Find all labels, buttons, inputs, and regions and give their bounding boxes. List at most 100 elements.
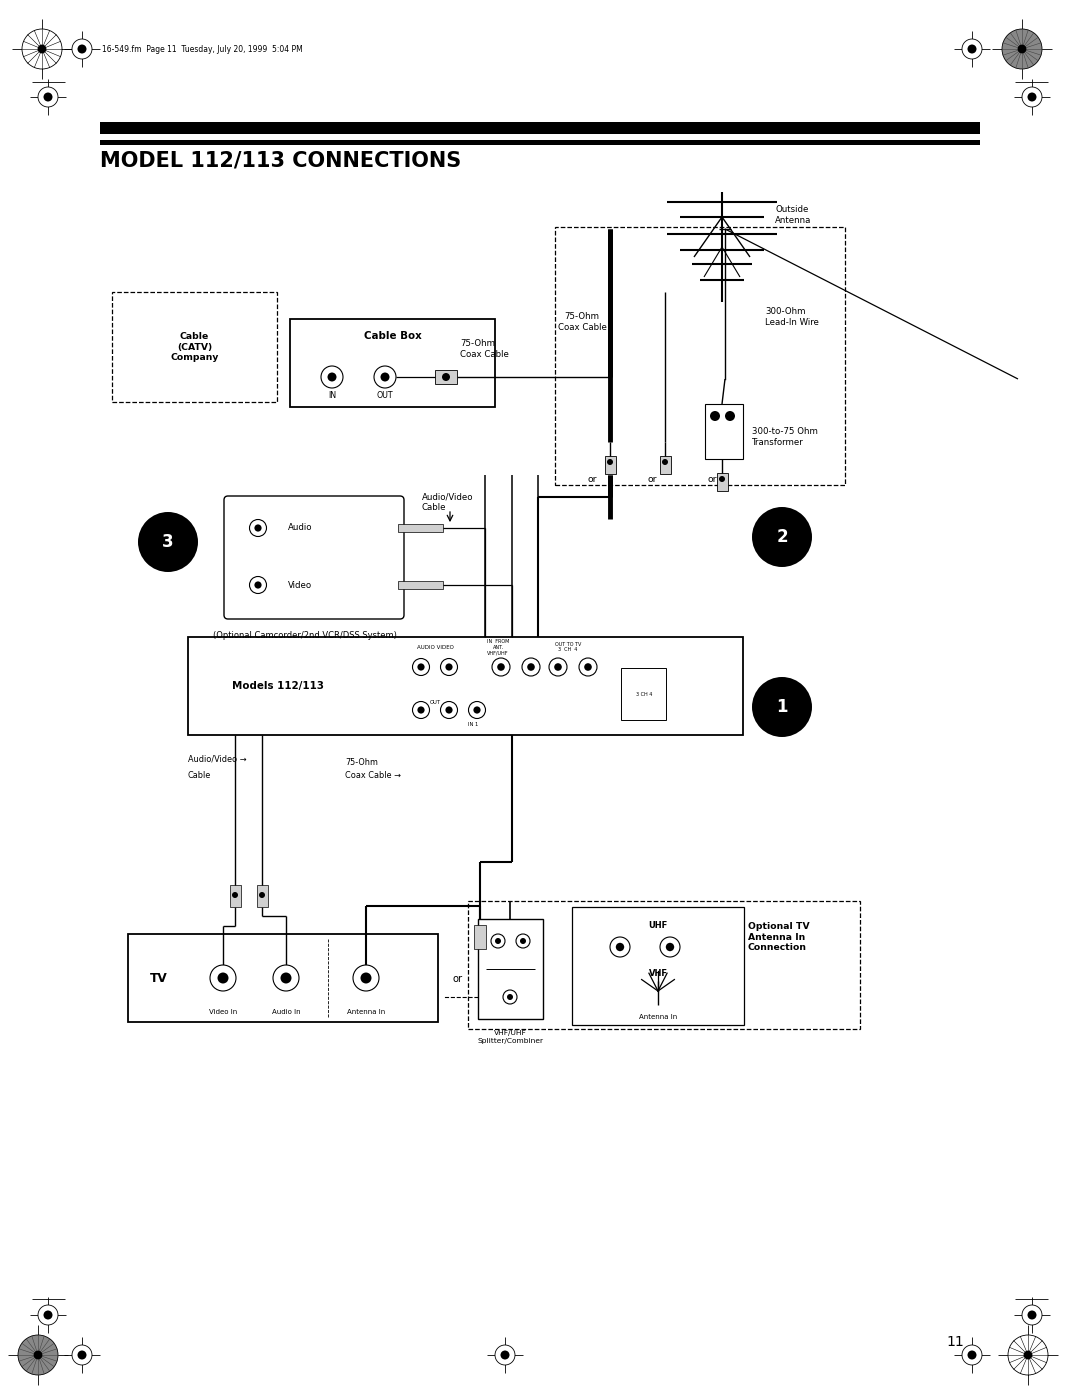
Circle shape xyxy=(210,965,237,990)
Text: Video: Video xyxy=(288,581,312,590)
Bar xyxy=(399,524,443,532)
Circle shape xyxy=(584,664,592,671)
Circle shape xyxy=(503,990,517,1004)
Circle shape xyxy=(78,45,86,53)
Circle shape xyxy=(725,411,735,420)
Bar xyxy=(605,457,616,474)
Circle shape xyxy=(962,39,982,59)
Circle shape xyxy=(43,1310,53,1320)
Text: Antenna In: Antenna In xyxy=(347,1009,386,1016)
Circle shape xyxy=(273,965,299,990)
Text: or: or xyxy=(588,475,597,483)
Text: IN 1: IN 1 xyxy=(468,721,478,726)
Circle shape xyxy=(660,937,680,957)
Text: IN  FROM
ANT.
VHF/UHF: IN FROM ANT. VHF/UHF xyxy=(487,638,509,655)
Circle shape xyxy=(500,1351,510,1359)
Circle shape xyxy=(281,972,292,983)
Circle shape xyxy=(495,937,501,944)
Circle shape xyxy=(217,972,229,983)
Circle shape xyxy=(255,581,261,588)
Text: 75-Ohm
Coax Cable: 75-Ohm Coax Cable xyxy=(557,313,607,331)
Text: VHF: VHF xyxy=(648,968,667,978)
Circle shape xyxy=(469,701,486,718)
Text: Models 112/113: Models 112/113 xyxy=(232,680,324,692)
Circle shape xyxy=(321,366,343,388)
Circle shape xyxy=(1027,92,1037,102)
Circle shape xyxy=(665,943,674,951)
Bar xyxy=(435,370,457,384)
Circle shape xyxy=(610,937,630,957)
Circle shape xyxy=(1022,1305,1042,1324)
Circle shape xyxy=(22,29,62,68)
Circle shape xyxy=(18,1336,58,1375)
Circle shape xyxy=(72,1345,92,1365)
Text: 300-to-75 Ohm
Transformer: 300-to-75 Ohm Transformer xyxy=(752,427,818,447)
Bar xyxy=(100,140,980,145)
Text: OUT: OUT xyxy=(377,391,393,401)
Circle shape xyxy=(417,664,424,671)
Circle shape xyxy=(616,943,624,951)
Text: or: or xyxy=(647,475,657,483)
Text: UHF: UHF xyxy=(648,921,667,929)
Bar xyxy=(716,474,728,490)
Circle shape xyxy=(516,935,530,949)
Bar xyxy=(705,404,743,460)
Text: 75-Ohm: 75-Ohm xyxy=(345,757,378,767)
Circle shape xyxy=(380,373,390,381)
Circle shape xyxy=(38,1305,58,1324)
Bar xyxy=(229,886,241,907)
Bar xyxy=(572,907,744,1025)
Circle shape xyxy=(968,45,976,53)
Text: (Optional Camcorder/2nd VCR/DSS System): (Optional Camcorder/2nd VCR/DSS System) xyxy=(213,630,397,640)
Text: 3 CH 4: 3 CH 4 xyxy=(636,692,652,697)
Circle shape xyxy=(374,366,396,388)
Circle shape xyxy=(607,460,613,465)
Circle shape xyxy=(752,507,812,567)
Circle shape xyxy=(519,937,526,944)
Circle shape xyxy=(719,476,725,482)
Bar xyxy=(291,319,495,407)
Text: IN: IN xyxy=(328,391,336,401)
Text: 11: 11 xyxy=(946,1336,963,1350)
Text: Cable Box: Cable Box xyxy=(364,331,421,341)
Circle shape xyxy=(1027,1310,1037,1320)
Text: Outside
Antenna: Outside Antenna xyxy=(775,205,811,225)
Circle shape xyxy=(491,935,505,949)
Text: or: or xyxy=(707,475,717,483)
Circle shape xyxy=(413,658,430,676)
Bar xyxy=(621,668,666,719)
Bar xyxy=(474,925,486,949)
Circle shape xyxy=(441,658,458,676)
Circle shape xyxy=(43,92,53,102)
FancyBboxPatch shape xyxy=(224,496,404,619)
Bar xyxy=(100,123,980,134)
Text: TV: TV xyxy=(150,971,167,985)
Text: 16-549.fm  Page 11  Tuesday, July 20, 1999  5:04 PM: 16-549.fm Page 11 Tuesday, July 20, 1999… xyxy=(102,45,302,53)
Text: Audio In: Audio In xyxy=(272,1009,300,1016)
Text: Cable
(CATV)
Company: Cable (CATV) Company xyxy=(171,332,218,362)
Circle shape xyxy=(662,460,669,465)
Circle shape xyxy=(78,1351,86,1359)
Circle shape xyxy=(968,1351,976,1359)
Text: 300-Ohm
Lead-In Wire: 300-Ohm Lead-In Wire xyxy=(765,307,819,327)
Circle shape xyxy=(962,1345,982,1365)
Circle shape xyxy=(1008,1336,1048,1375)
Text: 2: 2 xyxy=(777,528,787,546)
Circle shape xyxy=(441,701,458,718)
Text: OUT: OUT xyxy=(430,700,441,704)
Text: Video In: Video In xyxy=(208,1009,238,1016)
Circle shape xyxy=(249,520,267,536)
Circle shape xyxy=(255,524,261,532)
Circle shape xyxy=(522,658,540,676)
Circle shape xyxy=(549,658,567,676)
Circle shape xyxy=(1022,87,1042,108)
Circle shape xyxy=(1024,1351,1032,1359)
Circle shape xyxy=(38,87,58,108)
Text: MODEL 112/113 CONNECTIONS: MODEL 112/113 CONNECTIONS xyxy=(100,149,461,170)
Circle shape xyxy=(138,511,198,571)
Bar xyxy=(188,637,743,735)
Circle shape xyxy=(1002,29,1042,68)
Text: OUT TO TV
3  CH  4: OUT TO TV 3 CH 4 xyxy=(555,641,581,652)
Circle shape xyxy=(445,707,453,714)
Text: VHF/UHF
Splitter/Combiner: VHF/UHF Splitter/Combiner xyxy=(477,1031,543,1044)
